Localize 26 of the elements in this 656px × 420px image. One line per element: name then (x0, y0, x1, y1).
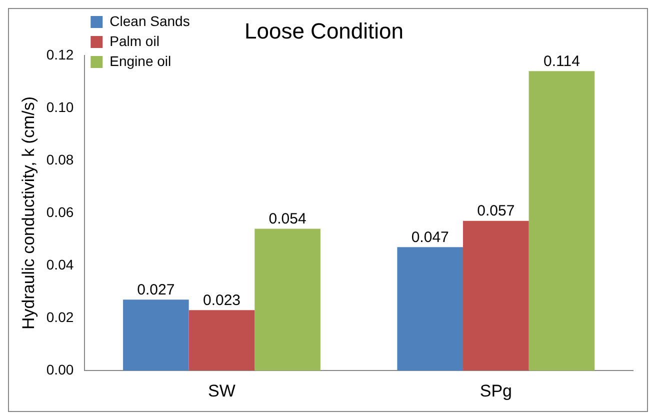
bar (188, 310, 255, 371)
bar (463, 220, 529, 371)
y-tick-label: 0.10 (46, 98, 74, 115)
y-tick-label: 0.00 (46, 361, 74, 378)
y-tick-label: 0.08 (46, 151, 74, 168)
legend-label: Engine oil (110, 52, 172, 69)
data-label: 0.054 (268, 210, 306, 228)
bar (397, 247, 464, 371)
y-tick-label: 0.06 (46, 204, 74, 220)
data-label: 0.047 (411, 228, 449, 246)
chart-title: Loose Condition (244, 18, 404, 44)
data-label: 0.057 (477, 202, 515, 220)
data-label: 0.114 (543, 52, 580, 70)
y-axis-title: Hydraulic conductivity, k (cm/s) (18, 96, 38, 330)
data-label: 0.027 (137, 281, 175, 298)
bar (254, 228, 320, 371)
legend-label: Palm oil (110, 32, 160, 49)
bar (123, 300, 189, 371)
y-tick-label: 0.12 (46, 46, 74, 62)
bar (528, 71, 595, 371)
x-tick-label: SPg (480, 381, 512, 400)
y-tick-label: 0.02 (46, 308, 74, 325)
legend-label: Clean Sands (110, 12, 190, 29)
y-tick-label: 0.04 (46, 256, 74, 272)
data-label: 0.023 (202, 292, 241, 309)
x-tick-label: SW (208, 381, 236, 400)
